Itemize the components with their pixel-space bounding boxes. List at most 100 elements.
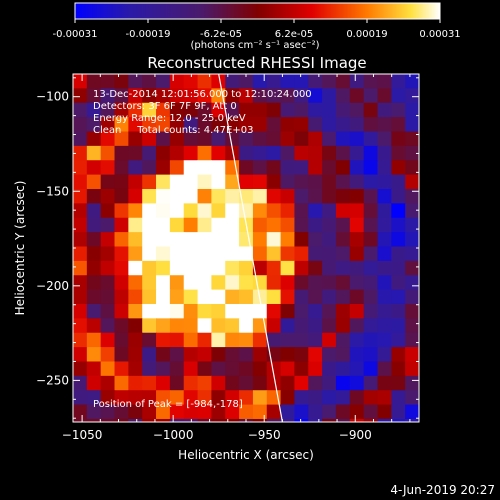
heatmap-cell xyxy=(335,145,351,161)
heatmap-cell xyxy=(73,74,88,89)
heatmap-cell xyxy=(142,88,157,104)
heatmap-cell xyxy=(252,174,268,190)
heatmap-cell xyxy=(349,117,365,133)
heatmap-cell xyxy=(225,361,240,377)
heatmap-cell xyxy=(142,404,157,420)
heatmap-cell xyxy=(335,131,351,147)
heatmap-cell xyxy=(100,260,116,276)
heatmap-cell xyxy=(280,275,296,291)
heatmap-cell xyxy=(377,160,392,176)
heatmap-cell xyxy=(294,404,309,420)
heatmap-cell xyxy=(156,88,171,104)
heatmap-cell xyxy=(211,318,226,334)
heatmap-cell xyxy=(280,188,296,204)
heatmap-cell xyxy=(280,289,296,305)
heatmap-cell xyxy=(114,361,129,377)
heatmap-cell xyxy=(86,275,102,291)
heatmap-cell xyxy=(86,303,102,319)
heatmap-cell xyxy=(183,289,199,305)
heatmap-cell xyxy=(377,275,392,291)
heatmap-cell xyxy=(156,404,171,420)
heatmap-cell xyxy=(322,217,337,233)
heatmap-cell xyxy=(377,289,392,305)
heatmap-cell xyxy=(73,217,88,233)
heatmap-cell xyxy=(169,275,185,291)
heatmap-cell xyxy=(225,303,240,319)
heatmap-cell xyxy=(294,347,309,363)
heatmap-cell xyxy=(308,361,323,377)
heatmap-cell xyxy=(294,203,309,219)
heatmap-cell xyxy=(169,232,185,248)
heatmap-cell xyxy=(252,188,268,204)
heatmap-cell xyxy=(280,347,296,363)
heatmap-cell xyxy=(294,303,309,319)
heatmap-cell xyxy=(391,88,406,104)
heatmap-cell xyxy=(391,375,406,391)
heatmap-cell xyxy=(363,246,379,262)
heatmap-cell xyxy=(363,361,379,377)
heatmap-cell xyxy=(322,275,337,291)
heatmap-cell xyxy=(322,203,337,219)
heatmap-cell xyxy=(73,88,88,104)
heatmap-cell xyxy=(156,131,171,147)
heatmap-cell xyxy=(419,304,433,319)
heatmap-cell xyxy=(239,188,254,204)
heatmap-cell xyxy=(225,246,240,262)
heatmap-cell xyxy=(405,289,419,305)
heatmap-cell xyxy=(114,275,129,291)
heatmap-cell xyxy=(73,145,88,161)
heatmap-cell xyxy=(280,418,296,422)
heatmap-cell xyxy=(211,102,226,118)
heatmap-cell xyxy=(266,102,282,118)
heatmap-cell xyxy=(197,217,212,233)
heatmap-cell xyxy=(405,332,419,348)
heatmap-cell xyxy=(73,375,88,391)
heatmap-cell xyxy=(349,145,365,161)
heatmap-cell xyxy=(419,74,433,89)
heatmap-cell xyxy=(266,117,282,133)
heatmap-cell xyxy=(377,318,392,334)
heatmap-cell xyxy=(363,131,379,147)
heatmap-cell xyxy=(169,260,185,276)
heatmap-cell xyxy=(252,404,268,420)
heatmap-cell xyxy=(308,160,323,176)
heatmap-cell xyxy=(225,390,240,406)
heatmap-cell xyxy=(363,88,379,104)
heatmap-cell xyxy=(211,145,226,161)
heatmap-cell xyxy=(197,74,212,89)
heatmap-cell xyxy=(419,333,433,348)
heatmap-cell xyxy=(211,160,226,176)
heatmap-cell xyxy=(239,246,254,262)
heatmap-cell xyxy=(349,102,365,118)
heatmap-cell xyxy=(128,275,143,291)
heatmap-cell xyxy=(197,318,212,334)
heatmap-cell xyxy=(86,232,102,248)
heatmap-cell xyxy=(294,361,309,377)
heatmap-cell xyxy=(405,174,419,190)
heatmap-cell xyxy=(225,131,240,147)
heatmap-cell xyxy=(280,303,296,319)
heatmap-cell xyxy=(405,117,419,133)
heatmap-cell xyxy=(391,275,406,291)
heatmap-cell xyxy=(294,160,309,176)
heatmap-cell xyxy=(225,404,240,420)
heatmap-cell xyxy=(391,303,406,319)
heatmap-cell xyxy=(169,74,185,89)
heatmap-cell xyxy=(86,347,102,363)
heatmap-cell xyxy=(156,347,171,363)
annotation-detectors: Detectors: 3F 6F 7F 9F, Att 0 xyxy=(93,101,237,112)
heatmap-cell xyxy=(183,260,199,276)
heatmap-cell xyxy=(114,332,129,348)
heatmap-cell xyxy=(280,160,296,176)
heatmap-cell xyxy=(239,203,254,219)
heatmap-cell xyxy=(419,189,433,204)
heatmap-cell xyxy=(114,246,129,262)
heatmap-cell xyxy=(128,347,143,363)
heatmap-cell xyxy=(100,418,116,422)
heatmap-cell xyxy=(86,246,102,262)
heatmap-cell xyxy=(169,332,185,348)
heatmap-cell xyxy=(198,433,212,448)
heatmap-cell xyxy=(419,433,433,448)
heatmap-cell xyxy=(73,102,88,118)
heatmap-cell xyxy=(266,318,282,334)
